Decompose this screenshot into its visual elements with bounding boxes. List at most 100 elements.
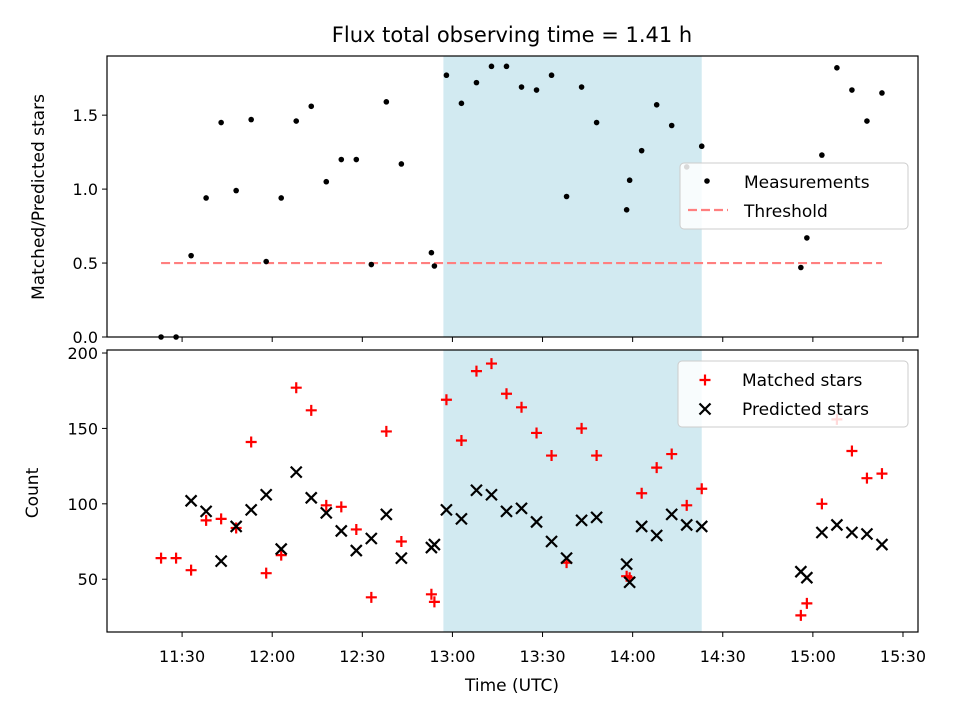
predicted-star-point [575, 514, 588, 527]
matched-star-point [185, 564, 197, 576]
matched-star-point [245, 436, 257, 448]
matched-star-point [275, 549, 287, 561]
matched-star-point [380, 425, 392, 437]
matched-star-point [861, 472, 873, 484]
matched-star-point [260, 567, 272, 579]
top-shaded-interval [443, 56, 702, 337]
x-tick-label: 14:30 [700, 647, 746, 666]
measurement-point [383, 99, 390, 105]
matched-star-point [290, 382, 302, 394]
measurement-point [864, 118, 870, 124]
measurement-point [338, 156, 345, 163]
predicted-star-point [440, 503, 453, 517]
matched-star-point [500, 388, 512, 400]
matched-star-point [531, 427, 543, 439]
measurement-point [278, 195, 285, 201]
predicted-star-point [395, 551, 408, 565]
measurement-point [323, 178, 330, 185]
predicted-star-point [199, 505, 213, 518]
top-y-tick-label: 1.0 [73, 180, 98, 199]
matched-star-point [801, 597, 813, 609]
measurement-point [548, 72, 555, 79]
predicted-star-point [304, 491, 318, 505]
matched-star-point [846, 445, 858, 457]
measurement-point [593, 119, 600, 126]
predicted-star-point [860, 527, 874, 541]
count-panel: 50 100 150 200 11:30 12:00 12:30 13:00 13:30 14:0… [67, 344, 926, 666]
measurement-point [308, 103, 315, 110]
predicted-star-point [289, 465, 303, 479]
measurement-point [668, 122, 675, 129]
measurement-point [879, 90, 885, 96]
predicted-star-point [428, 538, 441, 551]
predicted-star-point [875, 538, 889, 551]
predicted-star-point [560, 551, 573, 565]
legend-marker-matched [699, 374, 711, 386]
measurement-point [578, 84, 585, 90]
measurement-point [518, 84, 525, 90]
predicted-star-point [455, 512, 468, 526]
top-axes-frame [106, 55, 919, 338]
bottom-legend-label: Predicted stars [742, 400, 869, 420]
bottom-legend-label: Matched stars [742, 371, 862, 391]
measurement-point [188, 252, 194, 259]
matched-star-point [651, 462, 663, 474]
predicted-star-point [620, 557, 633, 571]
matched-star-point [170, 552, 182, 564]
matched-star-point [440, 394, 452, 406]
predicted-star-point [665, 508, 678, 521]
bottom-y-tick-label: 100 [67, 495, 98, 514]
predicted-star-point [845, 526, 859, 539]
matched-star-point [636, 487, 648, 499]
predicted-star-point [380, 508, 393, 521]
measurement-point [398, 161, 405, 167]
measurement-point [473, 79, 480, 86]
measurement-point [431, 263, 438, 269]
measurement-point [638, 147, 645, 154]
predicted-star-point [800, 571, 814, 584]
predicted-star-point [335, 524, 348, 538]
top-y-axis-label: Matched/Predicted stars [29, 94, 49, 300]
predicted-star-point [680, 518, 693, 532]
measurement-point [233, 187, 239, 194]
x-tick-label: 15:00 [790, 647, 836, 666]
measurement-point [533, 87, 540, 93]
bottom-y-tick-label: 50 [78, 570, 98, 589]
measurement-point [248, 116, 254, 123]
matched-star-point [795, 609, 807, 621]
predicted-star-point [530, 515, 543, 529]
matched-star-point [876, 468, 888, 480]
x-tick-label: 12:00 [249, 647, 295, 666]
predicted-star-point [485, 488, 498, 502]
predicted-star-point [830, 518, 844, 532]
x-tick-label: 13:30 [519, 647, 565, 666]
matched-star-point [485, 358, 497, 370]
matched-star-point [395, 536, 407, 548]
matched-star-point [546, 450, 558, 462]
matched-star-point [816, 498, 828, 510]
predicted-star-point [635, 520, 648, 533]
measurement-point [368, 261, 375, 268]
bottom-y-tick-label: 200 [67, 344, 98, 363]
matched-star-point [335, 501, 347, 513]
predicted-star-point [244, 503, 258, 517]
predicted-star-point [500, 505, 513, 518]
bottom-y-tick-label: 150 [67, 419, 98, 438]
measurement-point [263, 258, 269, 265]
predicted-star-point [695, 520, 709, 533]
measurement-point [458, 100, 465, 107]
bottom-y-axis-label: Count [23, 467, 43, 518]
measurement-point [503, 63, 510, 70]
matched-star-point [681, 499, 693, 511]
chart-title: Flux total observing time = 1.41 h [332, 23, 692, 47]
matched-star-point [591, 450, 603, 462]
top-y-tick-label: 1.5 [73, 106, 98, 125]
matched-star-point [365, 591, 377, 603]
top-legend-label: Measurements [744, 173, 870, 193]
predicted-star-point [815, 526, 829, 539]
top-legend: Measurements Threshold [679, 162, 909, 230]
matched-star-point [305, 404, 317, 416]
measurement-point [819, 152, 825, 158]
legend-marker-measurement [704, 178, 710, 184]
matched-star-point [428, 596, 440, 608]
